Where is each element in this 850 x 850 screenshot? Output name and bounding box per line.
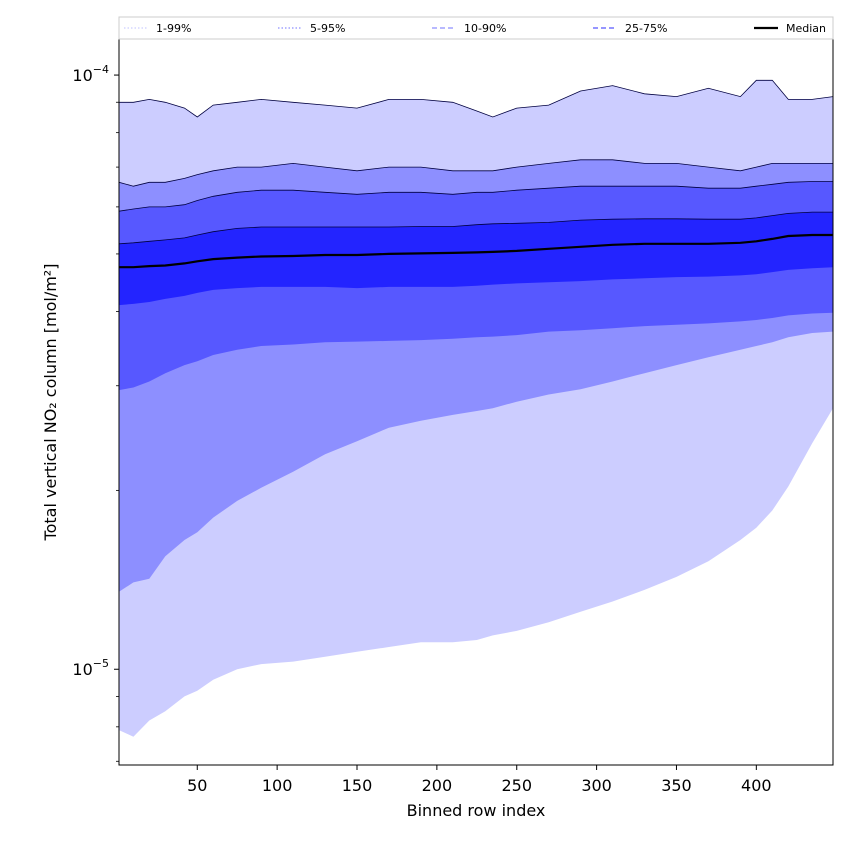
band-edge-25-75% bbox=[119, 211, 833, 245]
legend-label: 5-95% bbox=[310, 22, 345, 35]
x-tick-label: 250 bbox=[501, 776, 532, 795]
legend-label: 1-99% bbox=[156, 22, 191, 35]
band-edge-5-95% bbox=[119, 159, 833, 187]
x-axis: 50 100 150 200 250 300 350 400 bbox=[187, 765, 772, 795]
x-tick-label: 50 bbox=[187, 776, 207, 795]
median-line bbox=[119, 233, 833, 269]
legend-label: Median bbox=[786, 22, 826, 35]
y-tick-label: 10−4 bbox=[72, 63, 109, 85]
band-edge-1-99% bbox=[119, 79, 833, 118]
x-tick-label: 200 bbox=[422, 776, 453, 795]
x-tick-label: 300 bbox=[581, 776, 612, 795]
y-axis-title: Total vertical NO₂ column [mol/m²] bbox=[41, 264, 60, 542]
legend-label: 25-75% bbox=[625, 22, 667, 35]
x-tick-label: 150 bbox=[342, 776, 373, 795]
x-axis-title: Binned row index bbox=[407, 801, 546, 820]
legend-label: 10-90% bbox=[464, 22, 506, 35]
x-tick-label: 100 bbox=[262, 776, 293, 795]
y-axis: 10−5 10−4 bbox=[72, 63, 119, 762]
y-tick-label: 10−5 bbox=[72, 657, 109, 679]
band-edge-10-90% bbox=[119, 181, 833, 212]
x-tick-label: 350 bbox=[661, 776, 692, 795]
legend: 1-99% 5-95% 10-90% 25-75% Median bbox=[118, 16, 834, 40]
x-tick-label: 400 bbox=[741, 776, 772, 795]
legend-box bbox=[118, 16, 834, 40]
median-layer bbox=[119, 233, 833, 269]
band-25-75% bbox=[119, 212, 833, 306]
